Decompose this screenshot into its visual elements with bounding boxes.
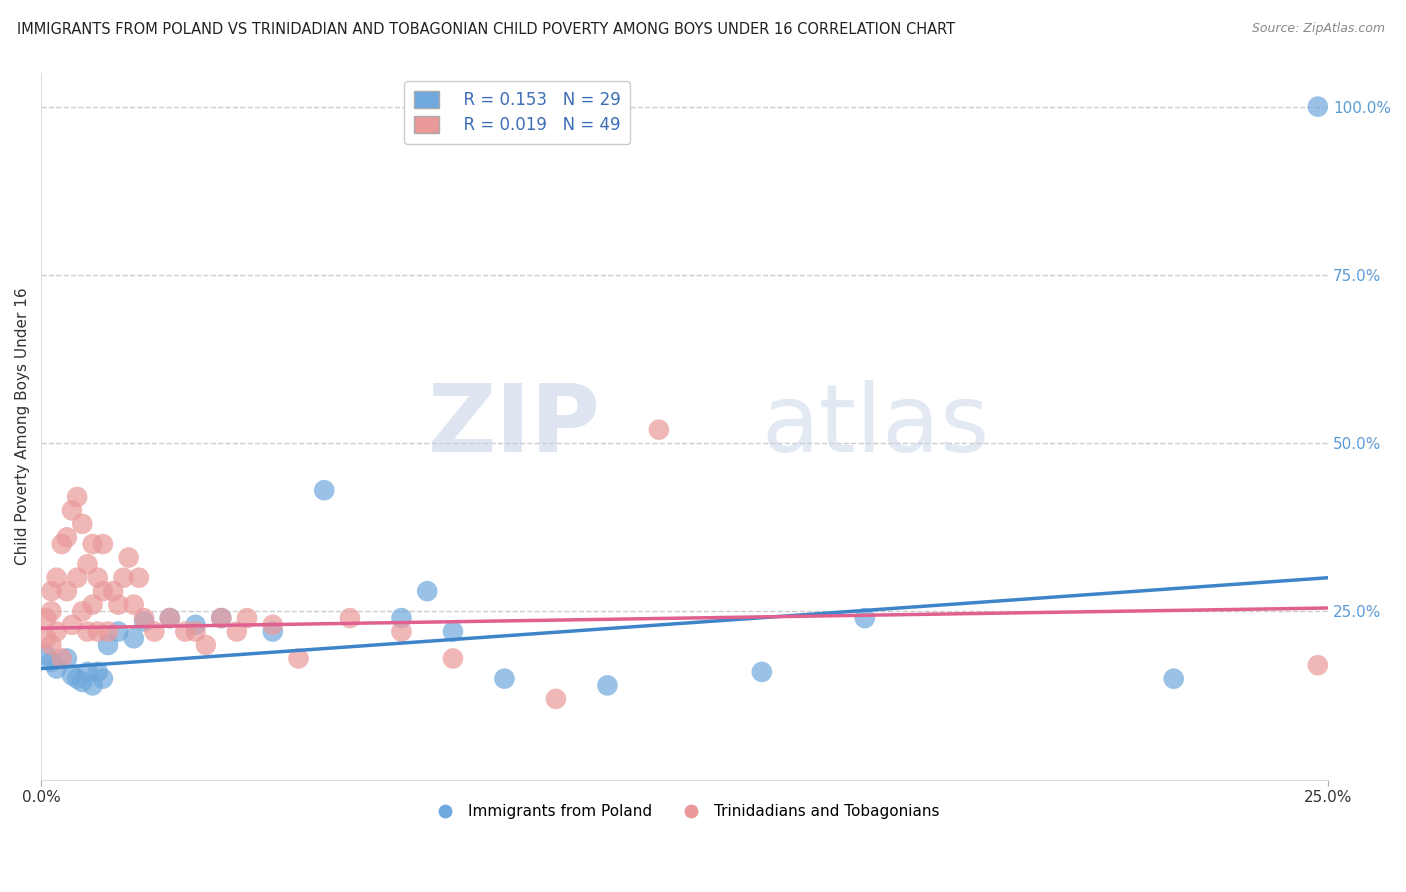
Point xyxy=(97,638,120,652)
Point xyxy=(441,651,464,665)
Point xyxy=(87,571,110,585)
Point xyxy=(82,678,104,692)
Point xyxy=(132,615,155,629)
Point xyxy=(60,668,83,682)
Point xyxy=(45,662,67,676)
Point xyxy=(41,584,63,599)
Point xyxy=(45,624,67,639)
Point xyxy=(1306,100,1329,114)
Point xyxy=(87,665,110,679)
Point xyxy=(339,611,361,625)
Text: IMMIGRANTS FROM POLAND VS TRINIDADIAN AND TOBAGONIAN CHILD POVERTY AMONG BOYS UN: IMMIGRANTS FROM POLAND VS TRINIDADIAN AN… xyxy=(17,22,955,37)
Point xyxy=(56,651,79,665)
Point xyxy=(35,611,58,625)
Point xyxy=(287,651,309,665)
Point xyxy=(91,584,114,599)
Point xyxy=(56,584,79,599)
Point xyxy=(41,604,63,618)
Text: Source: ZipAtlas.com: Source: ZipAtlas.com xyxy=(1251,22,1385,36)
Point xyxy=(209,611,232,625)
Point xyxy=(87,624,110,639)
Point xyxy=(225,624,247,639)
Point xyxy=(35,632,58,646)
Text: ZIP: ZIP xyxy=(427,380,600,472)
Text: atlas: atlas xyxy=(762,380,990,472)
Point xyxy=(51,537,73,551)
Point xyxy=(117,550,139,565)
Point xyxy=(107,598,129,612)
Point xyxy=(91,672,114,686)
Point xyxy=(751,665,773,679)
Point xyxy=(76,558,98,572)
Point xyxy=(82,598,104,612)
Point xyxy=(159,611,181,625)
Point xyxy=(66,571,89,585)
Point xyxy=(66,490,89,504)
Point xyxy=(112,571,135,585)
Point xyxy=(314,483,336,498)
Point xyxy=(72,675,94,690)
Point xyxy=(209,611,232,625)
Point xyxy=(122,598,145,612)
Point xyxy=(184,617,207,632)
Point xyxy=(441,624,464,639)
Point xyxy=(97,624,120,639)
Point xyxy=(236,611,259,625)
Point xyxy=(596,678,619,692)
Point xyxy=(1306,658,1329,673)
Point xyxy=(544,691,567,706)
Point xyxy=(82,537,104,551)
Point xyxy=(51,651,73,665)
Point xyxy=(41,638,63,652)
Point xyxy=(391,611,413,625)
Point xyxy=(143,624,166,639)
Point xyxy=(45,571,67,585)
Point xyxy=(174,624,197,639)
Point xyxy=(60,503,83,517)
Point xyxy=(76,665,98,679)
Point xyxy=(91,537,114,551)
Point xyxy=(103,584,125,599)
Point xyxy=(60,617,83,632)
Point xyxy=(35,648,58,662)
Point xyxy=(41,655,63,669)
Point xyxy=(262,624,284,639)
Point xyxy=(1163,672,1185,686)
Point xyxy=(66,672,89,686)
Point xyxy=(194,638,217,652)
Point xyxy=(76,624,98,639)
Point xyxy=(648,423,671,437)
Point xyxy=(391,624,413,639)
Point xyxy=(128,571,150,585)
Point xyxy=(159,611,181,625)
Point xyxy=(494,672,516,686)
Point xyxy=(107,624,129,639)
Point xyxy=(122,632,145,646)
Point xyxy=(416,584,439,599)
Point xyxy=(853,611,876,625)
Point xyxy=(56,530,79,544)
Y-axis label: Child Poverty Among Boys Under 16: Child Poverty Among Boys Under 16 xyxy=(15,287,30,566)
Point xyxy=(184,624,207,639)
Point xyxy=(262,617,284,632)
Legend: Immigrants from Poland, Trinidadians and Tobagonians: Immigrants from Poland, Trinidadians and… xyxy=(425,797,945,825)
Point xyxy=(132,611,155,625)
Point xyxy=(72,516,94,531)
Point xyxy=(72,604,94,618)
